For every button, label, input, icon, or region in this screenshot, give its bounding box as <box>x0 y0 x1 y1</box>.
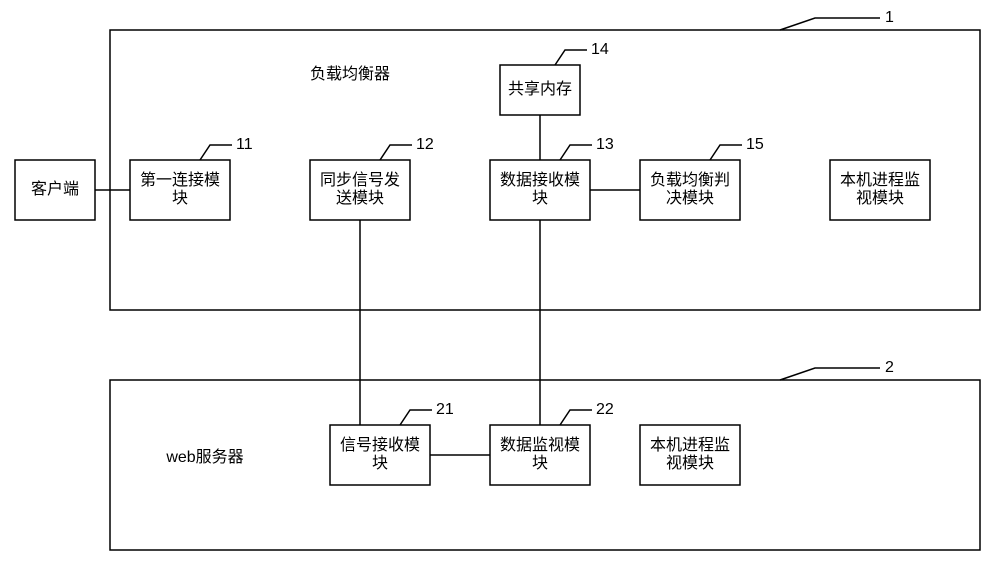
sync_send-label-1: 送模块 <box>336 189 384 207</box>
data_mon-label-1: 块 <box>532 454 548 472</box>
shared_mem-label: 共享内存 <box>508 80 572 98</box>
data_mon-leader-line <box>560 410 592 425</box>
data_recv-number: 13 <box>596 136 614 153</box>
shared_mem-leader-line <box>555 50 587 65</box>
local_proc_1-label-0: 本机进程监 <box>840 171 920 189</box>
shared_mem-number: 14 <box>591 41 609 58</box>
local_proc_2-label-1: 视模块 <box>666 454 714 472</box>
sync_send-label-0: 同步信号发 <box>320 171 400 189</box>
data_mon-number: 22 <box>596 401 614 418</box>
sig_recv-leader-line <box>400 410 432 425</box>
web_server-title: web服务器 <box>165 448 243 466</box>
load_balancer-title: 负载均衡器 <box>310 65 390 83</box>
web_server-number: 2 <box>885 359 894 376</box>
lb_decide-leader-line <box>710 145 742 160</box>
first_conn-label-0: 第一连接模 <box>140 171 220 189</box>
lb_decide-label-0: 负载均衡判 <box>650 171 730 189</box>
data_recv-leader-line <box>560 145 592 160</box>
web_server-leader-line <box>780 368 880 380</box>
client-label: 客户端 <box>31 180 79 198</box>
first_conn-number: 11 <box>236 136 253 153</box>
local_proc_2-label-0: 本机进程监 <box>650 436 730 454</box>
sig_recv-label-0: 信号接收模 <box>340 436 420 454</box>
first_conn-label-1: 块 <box>172 189 188 207</box>
lb_decide-number: 15 <box>746 136 764 153</box>
data_recv-label-1: 块 <box>532 189 548 207</box>
local_proc_1-label-1: 视模块 <box>856 189 904 207</box>
data_recv-label-0: 数据接收模 <box>500 171 580 189</box>
data_mon-label-0: 数据监视模 <box>500 436 580 454</box>
sync_send-number: 12 <box>416 136 434 153</box>
sync_send-leader-line <box>380 145 412 160</box>
first_conn-leader-line <box>200 145 232 160</box>
load_balancer-number: 1 <box>885 9 894 26</box>
sig_recv-number: 21 <box>436 401 454 418</box>
load_balancer-leader-line <box>780 18 880 30</box>
architecture-diagram: 1负载均衡器2web服务器客户端第一连接模块11同步信号发送模块12数据接收模块… <box>0 0 1000 562</box>
sig_recv-label-1: 块 <box>372 454 388 472</box>
lb_decide-label-1: 决模块 <box>666 189 714 207</box>
